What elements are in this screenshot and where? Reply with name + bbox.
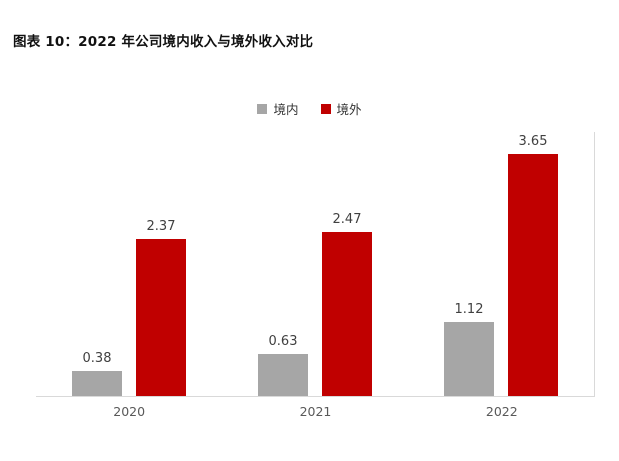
bar-column: 2.47 — [322, 212, 372, 396]
bar-group-2020: 0.38 2.37 — [72, 219, 186, 396]
bar-境内-2021 — [258, 354, 308, 396]
bar-value-label: 2.37 — [146, 219, 176, 234]
bar-境外-2020 — [136, 239, 186, 396]
bar-group-2021: 0.63 2.47 — [258, 212, 372, 396]
legend-label: 境内 — [273, 102, 299, 117]
bar-column: 0.63 — [258, 334, 308, 396]
x-axis-tick-label: 2020 — [113, 404, 146, 419]
bar-column: 1.12 — [444, 302, 494, 396]
bar-value-label: 0.38 — [82, 351, 112, 366]
bar-境外-2022 — [508, 154, 558, 396]
bar-value-label: 1.12 — [454, 302, 484, 317]
plot-area: 0.38 2.37 0.63 2.47 1.12 3.65 — [36, 132, 595, 397]
legend-label: 境外 — [336, 102, 362, 117]
bar-value-label: 0.63 — [268, 334, 298, 349]
x-axis-tick-label: 2021 — [299, 404, 332, 419]
legend-swatch-icon — [320, 103, 331, 114]
bar-column: 0.38 — [72, 351, 122, 396]
legend-item-境外: 境外 — [320, 99, 362, 118]
chart-title: 图表 10：2022 年公司境内收入与境外收入对比 — [13, 34, 314, 50]
chart-legend: 境内 境外 — [0, 99, 619, 118]
x-axis-labels: 2020 2021 2022 — [36, 404, 595, 419]
bar-value-label: 3.65 — [518, 134, 548, 149]
bar-境内-2022 — [444, 322, 494, 396]
legend-item-境内: 境内 — [257, 99, 299, 118]
bar-column: 3.65 — [508, 134, 558, 396]
legend-swatch-icon — [257, 103, 268, 114]
bar-group-2022: 1.12 3.65 — [444, 134, 558, 396]
bar-value-label: 2.47 — [332, 212, 362, 227]
bar-groups: 0.38 2.37 0.63 2.47 1.12 3.65 — [36, 132, 594, 396]
bar-境内-2020 — [72, 371, 122, 396]
bar-境外-2021 — [322, 232, 372, 396]
x-axis-tick-label: 2022 — [485, 404, 518, 419]
bar-column: 2.37 — [136, 219, 186, 396]
